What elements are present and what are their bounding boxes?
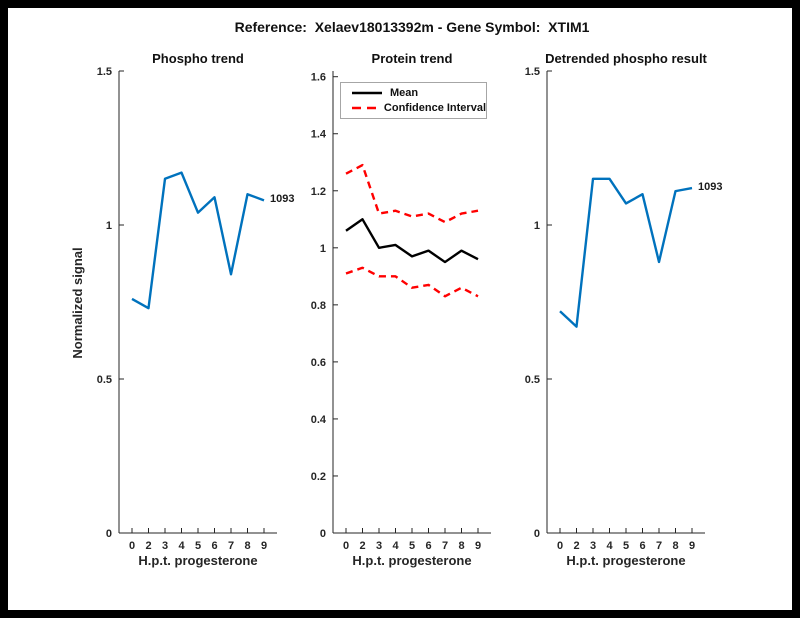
svg-text:1: 1 (320, 243, 326, 255)
svg-text:0.8: 0.8 (311, 300, 326, 312)
svg-text:8: 8 (458, 540, 464, 552)
y-axis-label: Normalized signal (70, 247, 85, 359)
protein-trend-title: Protein trend (371, 51, 453, 66)
series-end-label-phospho: 1093 (270, 193, 295, 206)
svg-text:7: 7 (442, 540, 448, 552)
legend-ci-sample (352, 106, 378, 110)
svg-text:7: 7 (228, 540, 234, 552)
svg-text:4: 4 (178, 540, 185, 552)
svg-text:4: 4 (392, 540, 399, 552)
svg-text:0: 0 (557, 540, 563, 552)
protein-trend-plot: 00.20.40.60.811.21.41.60 2 3 4 5 6 7 8 9 (311, 71, 491, 552)
svg-text:1: 1 (534, 220, 540, 232)
svg-text:7: 7 (656, 540, 662, 552)
svg-text:6: 6 (425, 540, 431, 552)
figure-title: Reference: Xelaev18013392m - Gene Symbol… (234, 19, 590, 35)
svg-text:0.5: 0.5 (97, 374, 112, 386)
svg-text:3: 3 (162, 540, 168, 552)
svg-text:6: 6 (211, 540, 217, 552)
svg-text:5: 5 (623, 540, 629, 552)
svg-text:0: 0 (534, 528, 540, 540)
svg-text:0.2: 0.2 (311, 471, 326, 483)
svg-text:5: 5 (195, 540, 201, 552)
svg-text:6: 6 (639, 540, 645, 552)
svg-text:2: 2 (145, 540, 151, 552)
legend-mean-label: Mean (390, 87, 419, 99)
protein-trend-series-confidence-interval-lower-line (345, 266, 479, 298)
detrended-phospho-series-1093-line (559, 177, 693, 328)
svg-text:1.6: 1.6 (311, 72, 326, 84)
svg-text:8: 8 (672, 540, 678, 552)
svg-text:0: 0 (106, 528, 112, 540)
detrended-phospho-title: Detrended phospho result (545, 51, 707, 66)
svg-text:1.4: 1.4 (311, 129, 327, 141)
series-end-label-detrended: 1093 (698, 181, 723, 194)
svg-text:5: 5 (409, 540, 415, 552)
svg-text:9: 9 (475, 540, 481, 552)
svg-text:8: 8 (244, 540, 250, 552)
phospho-trend-series-1093-line (131, 171, 265, 310)
svg-text:1.2: 1.2 (311, 186, 326, 198)
legend-row-mean: Mean (341, 86, 486, 100)
svg-text:0.5: 0.5 (525, 374, 540, 386)
protein-trend-series-mean-line (345, 218, 479, 264)
svg-text:2: 2 (359, 540, 365, 552)
phospho-trend-title: Phospho trend (152, 51, 244, 66)
svg-text:0: 0 (343, 540, 349, 552)
svg-text:1.5: 1.5 (97, 66, 112, 78)
svg-text:0: 0 (320, 528, 326, 540)
legend-ci-label: Confidence Interval (383, 102, 486, 114)
svg-text:3: 3 (376, 540, 382, 552)
svg-text:2: 2 (573, 540, 579, 552)
legend-mean-sample (352, 91, 382, 95)
svg-text:3: 3 (590, 540, 596, 552)
svg-text:9: 9 (689, 540, 695, 552)
svg-text:0: 0 (129, 540, 135, 552)
phospho-trend-plot: 00.511.50 2 3 4 5 6 7 8 9 (97, 66, 277, 552)
x-axis-label-detrended: H.p.t. progesterone (566, 553, 686, 568)
svg-text:9: 9 (261, 540, 267, 552)
svg-text:4: 4 (606, 540, 613, 552)
detrended-phospho-plot: 00.511.50 2 3 4 5 6 7 8 9 (525, 66, 705, 552)
svg-text:0.6: 0.6 (311, 357, 326, 369)
svg-text:0.4: 0.4 (311, 414, 327, 426)
svg-text:1.5: 1.5 (525, 66, 540, 78)
x-axis-label-phospho: H.p.t. progesterone (138, 553, 258, 568)
legend-row-ci: Confidence Interval (341, 101, 486, 115)
x-axis-label-protein: H.p.t. progesterone (352, 553, 472, 568)
svg-text:1: 1 (106, 220, 112, 232)
protein-trend-series-confidence-interval-upper-line (345, 163, 479, 224)
legend: Mean Confidence Interval (340, 82, 487, 119)
